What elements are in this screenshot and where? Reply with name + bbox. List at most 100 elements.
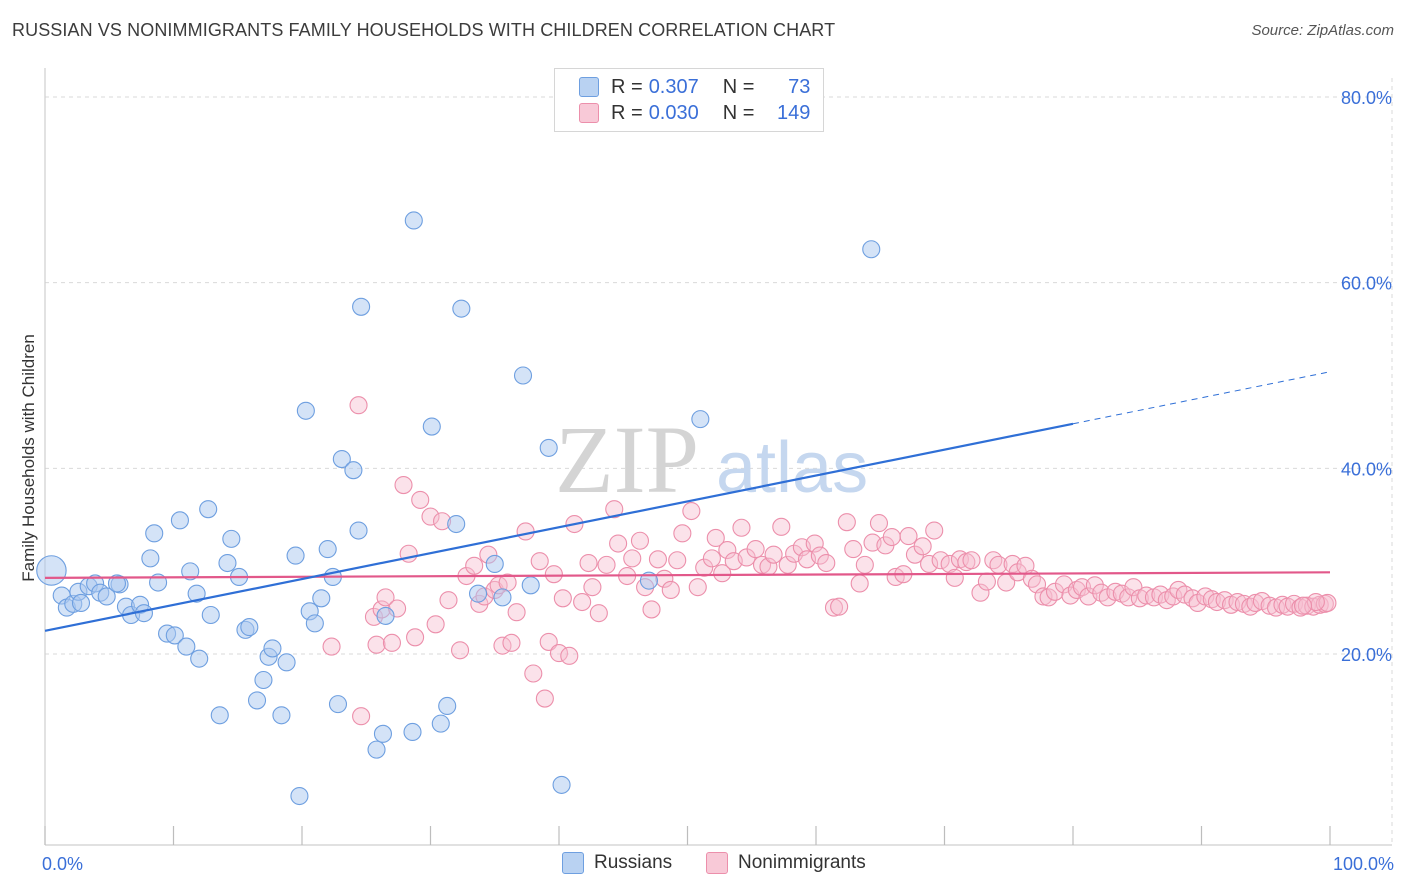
nonimmigrants-point: [702, 549, 721, 568]
nonimmigrants-point: [977, 572, 996, 591]
nonimmigrants-point: [1207, 592, 1226, 612]
bottom-legend-swatch-nonimmigrants: [706, 852, 728, 874]
nonimmigrants-point: [920, 554, 939, 574]
russians-point: [277, 653, 296, 672]
y-tick-label: 20.0%: [1341, 645, 1392, 665]
russians-point: [332, 449, 351, 469]
russians-point: [318, 540, 337, 559]
russians-point: [367, 740, 386, 759]
nonimmigrants-point: [706, 528, 725, 548]
nonimmigrants-point: [817, 553, 836, 573]
y-tick-label: 80.0%: [1341, 88, 1392, 108]
russians-point: [539, 438, 558, 457]
nonimmigrants-point: [1124, 578, 1143, 597]
nonimmigrants-point: [322, 637, 341, 656]
nonimmigrants-point: [695, 558, 714, 577]
nonimmigrants-point: [406, 628, 425, 647]
nonimmigrants-point: [661, 580, 680, 599]
russians-point: [272, 706, 291, 725]
russians-point: [290, 786, 309, 806]
nonimmigrants-point: [439, 591, 458, 610]
nonimmigrants-point: [583, 578, 602, 597]
russians-point: [312, 589, 331, 608]
nonimmigrants-point: [1067, 580, 1086, 599]
watermark-atlas: atlas: [716, 428, 868, 508]
russians-point: [181, 562, 200, 581]
russians-point: [286, 546, 305, 565]
russians-point: [862, 240, 881, 259]
legend-n-value: 149: [777, 101, 811, 124]
nonimmigrants-point: [535, 689, 554, 708]
russians-point: [403, 722, 422, 742]
y-tick-label: 40.0%: [1341, 459, 1392, 479]
bottom-legend-swatch-russians: [562, 852, 584, 874]
russians-point: [145, 524, 164, 543]
russians-point: [201, 605, 220, 625]
nonimmigrants-point: [451, 641, 470, 660]
nonimmigrants-point: [589, 604, 608, 623]
russians-point: [468, 584, 488, 603]
nonimmigrants-point: [630, 531, 650, 550]
russians-point: [639, 571, 659, 590]
russians-point: [349, 521, 368, 540]
legend-swatch-nonimmigrants: [579, 103, 599, 123]
nonimmigrants-point: [1297, 596, 1316, 615]
russians-point: [521, 576, 540, 595]
russians-point: [296, 401, 315, 420]
nonimmigrants-point: [352, 707, 371, 726]
russians-point: [240, 618, 259, 637]
russians-point: [552, 775, 571, 794]
bottom-legend-nonimmigrants: Nonimmigrants: [706, 852, 866, 874]
legend-row-russians: R = 0.307 N = 73: [579, 74, 810, 100]
nonimmigrants-point: [1092, 583, 1111, 602]
nonimmigrants-point: [1085, 576, 1104, 595]
nonimmigrants-point: [925, 521, 944, 540]
russians-point: [170, 511, 189, 530]
legend-n-label: N =: [722, 75, 755, 98]
russians-point: [305, 614, 324, 633]
russians-point: [199, 500, 218, 519]
nonimmigrants-point: [844, 540, 863, 559]
nonimmigrants-point: [648, 550, 667, 569]
legend-swatch-russians: [579, 77, 599, 97]
nonimmigrants-point: [772, 517, 791, 536]
russians-point: [187, 584, 206, 603]
nonimmigrants-point: [507, 603, 526, 622]
axis-labels: 20.0% 40.0% 60.0% 80.0% 0.0% 100.0% Family Hou…: [19, 88, 1394, 874]
nonimmigrants-point: [394, 475, 413, 495]
russians-point: [452, 299, 471, 318]
russians-point: [97, 587, 116, 606]
nonimmigrants-point: [668, 551, 687, 570]
nonimmigrants-point: [426, 615, 445, 634]
nonimmigrants-point: [524, 664, 543, 683]
bottom-legend-label-nonimmigrants: Nonimmigrants: [738, 852, 866, 873]
y-axis-title: Family Households with Children: [19, 334, 38, 582]
nonimmigrants-point: [688, 578, 707, 597]
nonimmigrants-point: [605, 500, 624, 519]
nonimmigrants-point: [713, 564, 732, 583]
nonimmigrants-point: [945, 568, 964, 587]
russians-point: [71, 593, 91, 612]
bottom-legend-label-russians: Russians: [594, 852, 673, 873]
russians-point: [222, 529, 241, 548]
legend-r-label: R =: [611, 101, 643, 124]
nonimmigrants-point: [682, 501, 701, 521]
nonimmigrants-point: [376, 588, 395, 607]
nonimmigrants-point: [882, 527, 901, 547]
nonimmigrants-point: [1169, 580, 1188, 599]
nonimmigrants-point: [805, 534, 824, 553]
nonimmigrants-point: [673, 524, 692, 543]
nonimmigrants-point: [609, 534, 628, 553]
nonimmigrants-point: [764, 545, 783, 564]
nonimmigrants-trend-line: [44, 571, 1331, 579]
russians-trend-extension: [1072, 371, 1331, 425]
russians-points: [36, 211, 881, 806]
nonimmigrants-point: [971, 583, 990, 602]
nonimmigrants-point: [899, 527, 918, 546]
nonimmigrants-point: [553, 589, 572, 608]
nonimmigrants-point: [1202, 590, 1221, 609]
legend-r-value: 0.030: [648, 101, 699, 124]
russians-point: [210, 706, 229, 725]
legend-n-value: 73: [788, 75, 811, 98]
